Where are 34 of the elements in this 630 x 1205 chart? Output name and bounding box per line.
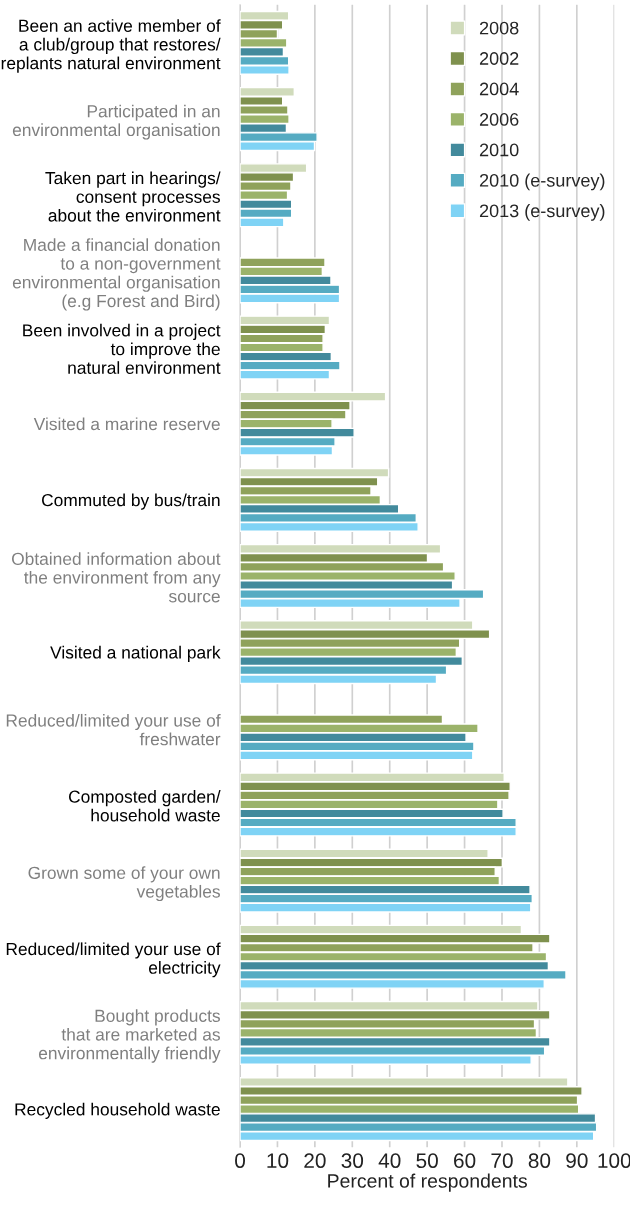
legend-label: 2006 bbox=[479, 113, 519, 126]
legend-label: 2002 bbox=[479, 52, 519, 65]
y-tick-label: Bought products that are marketed as environmentally friendly bbox=[38, 1009, 221, 1063]
y-tick-label: Reduced/limited your use of electricity bbox=[6, 942, 221, 978]
x-tick-label: 40 bbox=[378, 1153, 401, 1169]
x-tick-label: 10 bbox=[267, 1153, 289, 1169]
legend-label: 2004 bbox=[479, 82, 519, 96]
x-tick-label: 90 bbox=[566, 1153, 588, 1169]
y-tick-label: Visited a national park bbox=[50, 645, 221, 663]
y-tick-label: Participated in an environmental organisation bbox=[12, 104, 220, 140]
x-tick-label: 70 bbox=[491, 1153, 513, 1169]
x-tick-label: 0 bbox=[235, 1153, 246, 1169]
y-tick-label: Composted garden/ household waste bbox=[68, 790, 221, 822]
y-tick-label: Taken part in hearings/ consent processes about the environment bbox=[45, 171, 221, 222]
y-tick-label: Been involved in a project to improve the natural environment bbox=[23, 323, 221, 374]
legend-label: 2008 bbox=[479, 21, 519, 35]
y-tick-label: Grown some of your own vegetables bbox=[28, 866, 220, 902]
legend-label: 2010 bbox=[479, 143, 519, 157]
y-tick-label: Visited a marine reserve bbox=[33, 417, 220, 431]
y-tick-label: Made a financial donation to a non-government environmental organisation (e.g Forest and Bird) bbox=[12, 238, 221, 311]
x-tick-label: 100 bbox=[598, 1153, 630, 1169]
legend-label: 2010 (e-survey) bbox=[479, 173, 605, 191]
x-tick-label: 20 bbox=[304, 1153, 326, 1169]
x-tick-label: 30 bbox=[341, 1153, 364, 1169]
y-tick-label: Obtained information about the environment from any source bbox=[11, 552, 221, 603]
x-tick-label: 60 bbox=[454, 1153, 476, 1169]
x-axis-title: Percent of respondents bbox=[328, 1173, 527, 1192]
y-tick-label: Reduced/limited your use of freshwater bbox=[6, 713, 221, 746]
y-tick-label: Commuted by bus/train bbox=[42, 493, 220, 510]
y-tick-label: Recycled household waste bbox=[15, 1102, 220, 1119]
x-tick-label: 50 bbox=[416, 1153, 438, 1169]
x-tick-label: 80 bbox=[528, 1153, 551, 1169]
legend-label: 2013 (e-survey) bbox=[479, 203, 605, 221]
y-tick-label: Been an active member of a club/group that restores/ replants natural environment bbox=[1, 19, 221, 73]
